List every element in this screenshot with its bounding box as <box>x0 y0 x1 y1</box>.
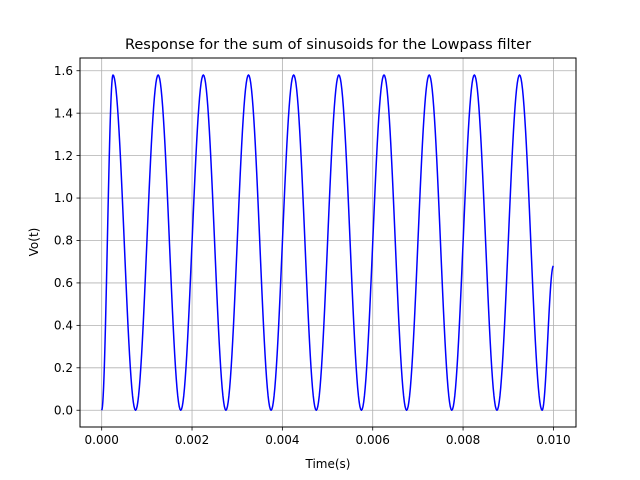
x-axis-ticks: 0.000 0.002 0.004 0.006 0.008 0.010 <box>85 427 571 447</box>
y-tick-label: 0.2 <box>54 361 73 375</box>
series-line <box>100 74 554 411</box>
plot-frame <box>79 57 577 428</box>
y-axis-label: Vo(t) <box>27 228 41 257</box>
y-tick-label: 1.2 <box>54 149 73 163</box>
y-tick-label: 0.6 <box>54 276 73 290</box>
y-tick-label: 1.6 <box>54 64 73 78</box>
x-tick-label: 0.002 <box>175 433 209 447</box>
y-tick-label: 0.0 <box>54 403 73 417</box>
y-tick-label: 0.4 <box>54 319 73 333</box>
chart-title: Response for the sum of sinusoids for th… <box>125 37 531 53</box>
y-tick-label: 0.8 <box>54 234 73 248</box>
y-tick-label: 1.0 <box>54 191 73 205</box>
x-tick-label: 0.008 <box>446 433 480 447</box>
y-axis-ticks: 0.0 0.2 0.4 0.6 0.8 1.0 1.2 1.4 1.6 <box>54 64 80 417</box>
y-tick-label: 1.4 <box>54 106 73 120</box>
x-tick-label: 0.006 <box>356 433 390 447</box>
x-tick-label: 0.010 <box>536 433 570 447</box>
x-tick-label: 0.004 <box>265 433 299 447</box>
x-axis-label: Time(s) <box>305 457 351 471</box>
x-tick-label: 0.000 <box>85 433 119 447</box>
series-layer <box>100 74 554 411</box>
